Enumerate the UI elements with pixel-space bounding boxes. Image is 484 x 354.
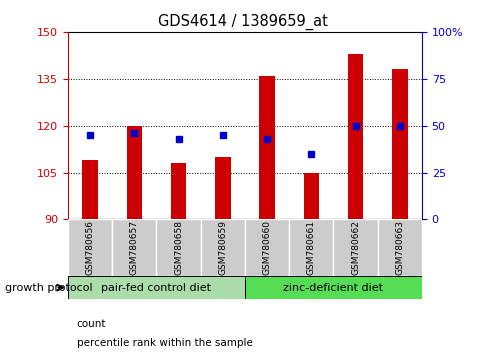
Text: GSM780662: GSM780662 [350, 220, 359, 275]
Text: pair-fed control diet: pair-fed control diet [101, 282, 211, 293]
Text: percentile rank within the sample: percentile rank within the sample [76, 338, 252, 348]
Bar [333, 219, 377, 276]
Bar [170, 163, 186, 219]
Text: GSM780663: GSM780663 [394, 220, 404, 275]
Bar [156, 219, 200, 276]
Text: GSM780661: GSM780661 [306, 220, 315, 275]
Bar [244, 276, 421, 299]
Bar [68, 219, 112, 276]
Text: GSM780660: GSM780660 [262, 220, 271, 275]
Bar [303, 172, 318, 219]
Bar [259, 76, 274, 219]
Text: GSM780656: GSM780656 [85, 220, 94, 275]
Bar [200, 219, 244, 276]
Text: growth protocol: growth protocol [5, 282, 92, 293]
Bar [288, 219, 333, 276]
Bar [68, 276, 244, 299]
Text: GSM780657: GSM780657 [130, 220, 138, 275]
Text: count: count [76, 319, 106, 329]
Text: zinc-deficient diet: zinc-deficient diet [283, 282, 383, 293]
Bar [82, 160, 98, 219]
Bar [112, 219, 156, 276]
Bar [377, 219, 421, 276]
Bar [214, 157, 230, 219]
Bar [347, 54, 363, 219]
Text: GDS4614 / 1389659_at: GDS4614 / 1389659_at [157, 14, 327, 30]
Bar [391, 69, 407, 219]
Bar [126, 126, 142, 219]
Text: GSM780658: GSM780658 [174, 220, 182, 275]
Text: GSM780659: GSM780659 [218, 220, 227, 275]
Bar [244, 219, 288, 276]
